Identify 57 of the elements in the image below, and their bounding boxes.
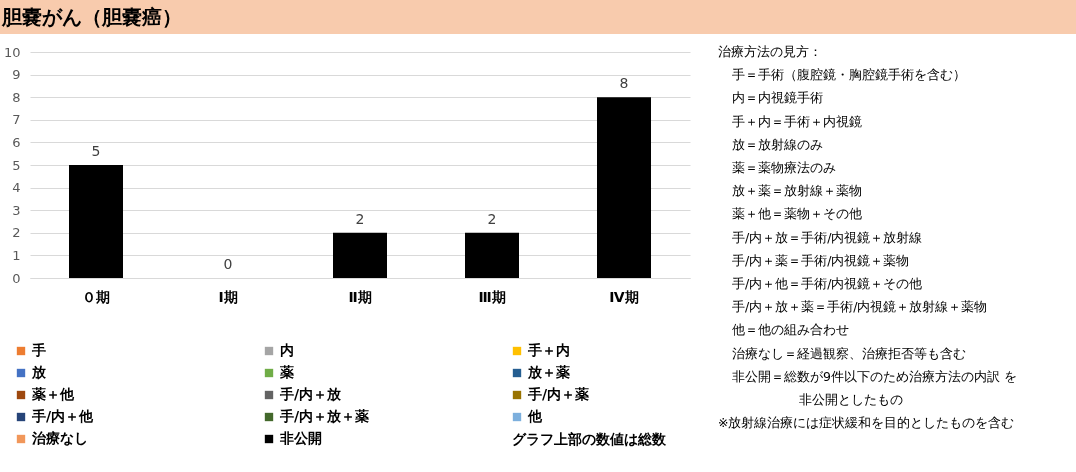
- legend-label: 内: [280, 342, 294, 358]
- text: 薬＋他＝薬物＋その他: [732, 206, 862, 222]
- y-tick-label: 9: [12, 67, 21, 83]
- bar: [597, 97, 651, 278]
- y-tick-label: 3: [12, 202, 21, 218]
- y-tick-label: 6: [12, 134, 21, 150]
- text: 薬＝薬物療法のみ: [732, 160, 836, 175]
- y-tick-label: 8: [12, 89, 21, 105]
- text: 手/内＋薬＝手術/内視鏡＋薬物: [732, 252, 910, 268]
- y-tick-label: 2: [12, 225, 21, 241]
- text: 手/内＋放＝手術/内視鏡＋放射線: [732, 229, 923, 245]
- text: 治療方法の見方：: [718, 44, 822, 59]
- text: 非公開＝総数が9件以下のため治療方法の内訳 を非公開としたもの: [732, 368, 1017, 407]
- y-tick-label: 7: [12, 112, 21, 128]
- x-tick-label: Ⅲ期: [478, 288, 506, 305]
- legend-label: 手/内＋他: [31, 408, 95, 424]
- total-label: 8: [619, 75, 629, 92]
- legend-label: 手/内＋放: [279, 386, 343, 402]
- total-label: 2: [487, 210, 497, 227]
- legend-label: 手＋内: [527, 342, 570, 358]
- chart-title: 胆嚢がん（胆嚢癌）: [1, 5, 182, 29]
- legend-label: 手: [31, 342, 46, 358]
- text: 手＝手術（腹腔鏡・胸腔鏡手術を含む）: [732, 67, 966, 83]
- text: 内＝内視鏡手術: [732, 90, 823, 106]
- text: 手/内＋放＋薬＝手術/内視鏡＋放射線＋薬物: [732, 299, 988, 315]
- y-tick-label: 10: [3, 44, 21, 60]
- legend-label: 手/内＋放＋薬: [279, 408, 370, 424]
- bar: [465, 232, 519, 278]
- legend-label: 治療なし: [31, 430, 88, 446]
- x-tick-label: Ⅱ期: [348, 288, 372, 305]
- total-label: 5: [91, 143, 101, 159]
- legend-label: 非公開: [279, 430, 322, 446]
- x-tick-label: Ⅳ期: [609, 288, 639, 305]
- y-tick-label: 1: [12, 247, 21, 263]
- text: 手＋内＝手術＋内視鏡: [732, 113, 862, 129]
- text: ※放射線治療には症状緩和を目的としたものを含む: [718, 415, 1015, 431]
- y-tick-label: 4: [12, 180, 21, 196]
- total-label: 0: [223, 256, 233, 272]
- bar: [333, 232, 387, 278]
- text: 放＝放射線のみ: [732, 136, 823, 152]
- legend-label: 他: [527, 408, 543, 424]
- bar: [69, 165, 123, 278]
- text: 手/内＋他＝手術/内視鏡＋その他: [732, 276, 923, 291]
- y-tick-label: 0: [12, 270, 21, 286]
- text: 放＋薬＝放射線＋薬物: [732, 183, 862, 199]
- legend-label: 薬＋他: [31, 386, 75, 402]
- legend-label: 放: [31, 364, 47, 380]
- x-tick-label: ０期: [82, 288, 110, 305]
- legend-label: 手/内＋薬: [527, 386, 590, 402]
- total-label: 2: [355, 210, 365, 227]
- legend-label: 放＋薬: [527, 364, 570, 380]
- y-tick-label: 5: [12, 157, 21, 173]
- text: グラフ上部の数値は総数: [512, 431, 667, 447]
- x-tick-label: Ⅰ期: [218, 288, 238, 305]
- text: 治療なし＝経過観察、治療拒否等も含む: [732, 345, 966, 361]
- text: 他＝他の組み合わせ: [732, 322, 849, 338]
- legend-label: 薬: [279, 364, 294, 380]
